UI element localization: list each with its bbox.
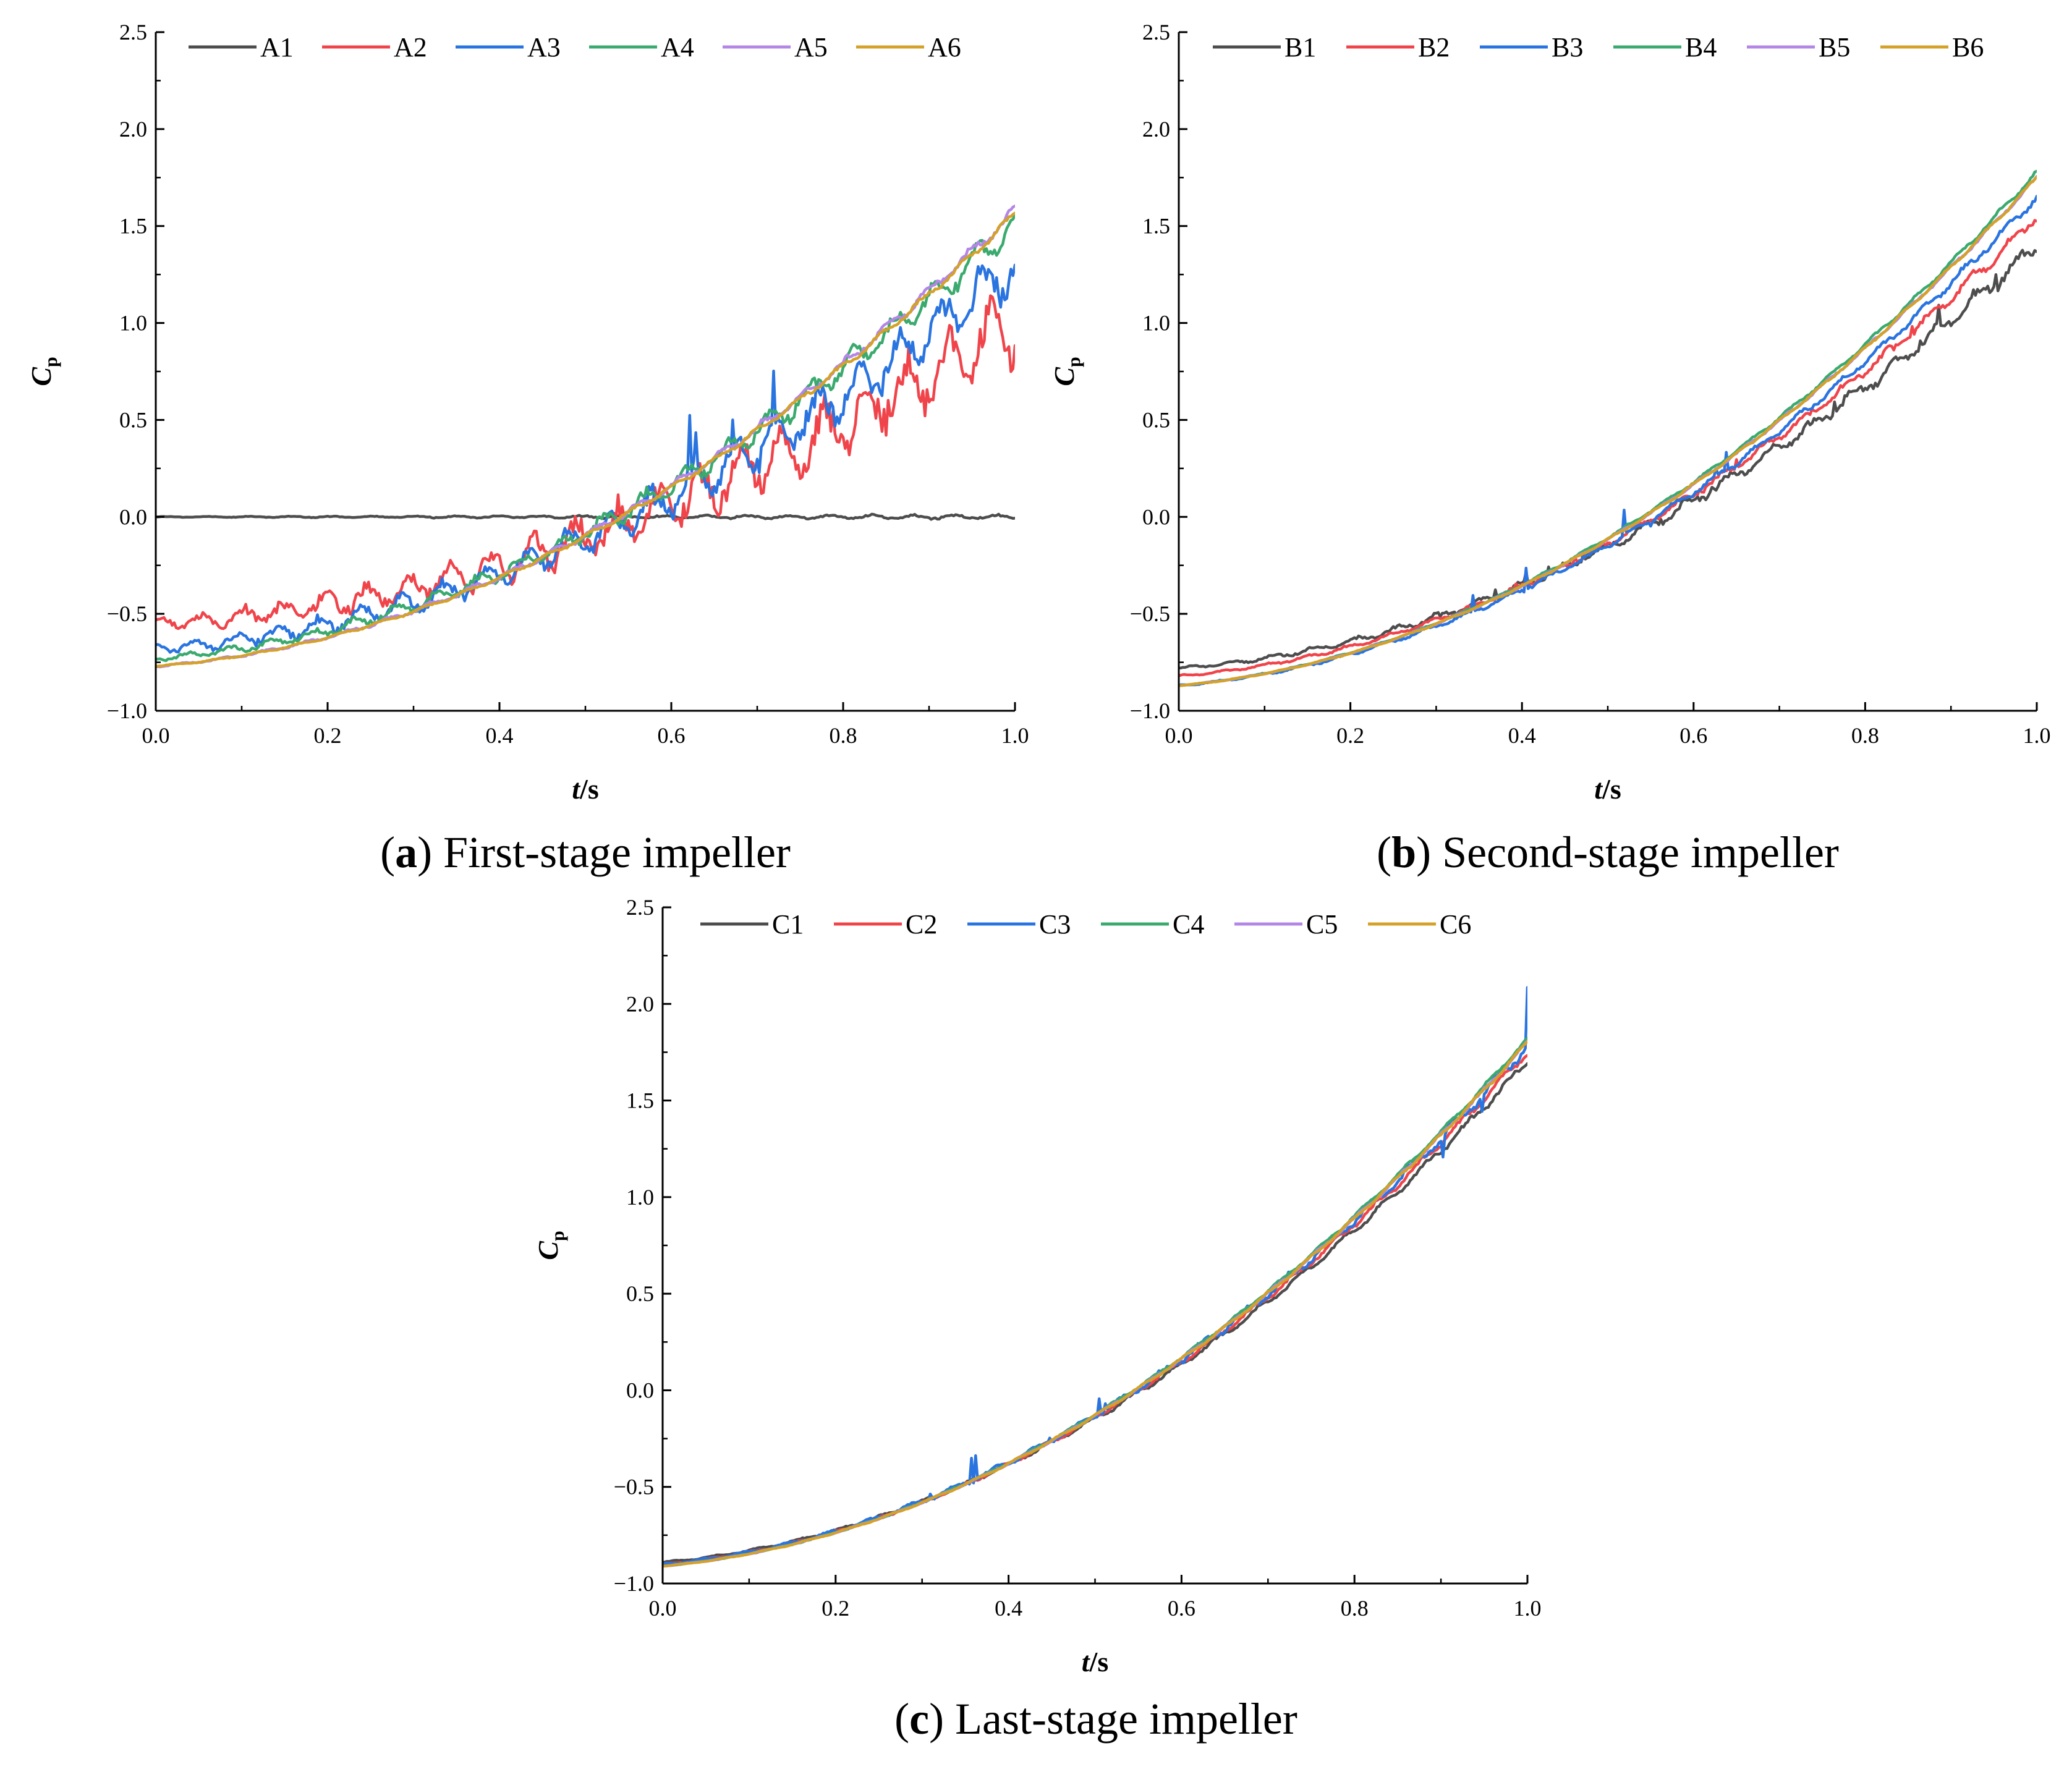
legend-label-a4: A4 xyxy=(661,32,694,62)
y-tick-label: 0.5 xyxy=(626,1281,654,1306)
legend-label-b5: B5 xyxy=(1819,32,1850,62)
series-line-c5 xyxy=(663,1040,1527,1568)
panel-b: 2.52.01.51.00.50.0−0.5−1.00.0 0.2 0.4 0.6 0.… xyxy=(1048,20,2051,877)
series-line-b3 xyxy=(1179,195,2037,687)
x-tick-label: 0.8 xyxy=(1851,723,1879,748)
x-tick-label: 0.4 xyxy=(486,723,514,748)
x-axis-label: t/s xyxy=(1082,1646,1108,1677)
x-tick-label: 1.0 xyxy=(2023,723,2051,748)
legend-label-a3: A3 xyxy=(527,32,561,62)
legend-label-b4: B4 xyxy=(1685,32,1717,62)
x-tick-label: 0.2 xyxy=(314,723,342,748)
legend-label-b6: B6 xyxy=(1952,32,1984,62)
x-tick-label: 0.2 xyxy=(822,1596,849,1621)
x-tick-label: 0.0 xyxy=(142,723,170,748)
series-line-a4 xyxy=(156,214,1015,663)
series-line-a6 xyxy=(156,211,1015,668)
y-tick-label: 2.5 xyxy=(119,20,147,45)
series-group xyxy=(156,204,1015,669)
y-tick-label: 0.5 xyxy=(119,407,147,432)
legend-label-c3: C3 xyxy=(1039,909,1071,939)
series-line-b6 xyxy=(1179,175,2037,687)
axes: 2.52.01.51.00.50.0−0.5−1.00.0 0.2 0.4 0.6 0.… xyxy=(614,895,1542,1621)
legend-label-c6: C6 xyxy=(1440,909,1471,939)
x-axis-label: t/s xyxy=(1594,773,1621,805)
y-tick-label: 1.0 xyxy=(1142,311,1170,336)
x-axis-label: t/s xyxy=(572,773,598,805)
x-tick-label: 0.6 xyxy=(1168,1596,1195,1621)
series-line-b2 xyxy=(1179,219,2037,677)
panel-c: 2.52.01.51.00.50.0−0.5−1.00.0 0.2 0.4 0.6 0.… xyxy=(532,895,1542,1744)
y-tick-label: 0.5 xyxy=(1142,407,1170,432)
y-tick-label: −0.5 xyxy=(107,601,147,626)
legend-label-b3: B3 xyxy=(1552,32,1583,62)
y-tick-label: 2.5 xyxy=(626,895,654,920)
y-axis-label: Cp xyxy=(532,1231,568,1260)
y-tick-label: 2.5 xyxy=(1142,20,1170,45)
y-tick-label: 0.0 xyxy=(119,504,147,529)
y-tick-label: 2.0 xyxy=(626,991,654,1016)
legend-label-a1: A1 xyxy=(260,32,294,62)
x-tick-label: 0.4 xyxy=(1508,723,1536,748)
series-line-c1 xyxy=(663,1062,1527,1564)
y-tick-label: −1.0 xyxy=(1130,698,1170,723)
x-tick-label: 0.8 xyxy=(830,723,857,748)
x-tick-label: 1.0 xyxy=(1001,723,1029,748)
x-tick-label: 0.0 xyxy=(649,1596,677,1621)
x-tick-label: 0.6 xyxy=(658,723,686,748)
legend: C1 C2 C3 C4 C5 C6 xyxy=(700,909,1471,939)
y-tick-label: 1.5 xyxy=(626,1088,654,1113)
panel-caption: (a) First-stage impeller xyxy=(380,828,791,877)
y-tick-label: 2.0 xyxy=(119,117,147,142)
series-line-a2 xyxy=(156,294,1015,630)
panel-a: 2.52.01.51.00.50.0−0.5−1.00.0 0.2 0.4 0.6 0.… xyxy=(25,20,1029,877)
panel-caption: (c) Last-stage impeller xyxy=(894,1694,1297,1744)
axes: 2.52.01.51.00.50.0−0.5−1.00.0 0.2 0.4 0.6 0.… xyxy=(107,20,1029,748)
y-tick-label: −0.5 xyxy=(614,1475,654,1499)
x-tick-label: 0.4 xyxy=(995,1596,1022,1621)
series-line-b4 xyxy=(1179,169,2037,687)
y-axis-label: Cp xyxy=(1048,357,1084,386)
legend-label-b1: B1 xyxy=(1284,32,1316,62)
series-line-a1 xyxy=(156,512,1015,521)
series-line-a3 xyxy=(156,263,1015,654)
legend-label-c4: C4 xyxy=(1173,909,1204,939)
y-tick-label: 2.0 xyxy=(1142,117,1170,142)
legend-label-c5: C5 xyxy=(1306,909,1338,939)
series-line-c4 xyxy=(663,1036,1527,1568)
legend: A1 A2 A3 A4 A5 A6 xyxy=(189,32,961,62)
panel-caption: (b) Second-stage impeller xyxy=(1377,828,1839,877)
y-tick-label: 0.0 xyxy=(1142,504,1170,529)
series-line-c3 xyxy=(663,986,1527,1566)
series-line-b5 xyxy=(1179,175,2037,687)
legend-label-c2: C2 xyxy=(906,909,937,939)
x-tick-label: 0.6 xyxy=(1679,723,1707,748)
y-tick-label: −1.0 xyxy=(107,698,147,723)
y-tick-label: −0.5 xyxy=(1130,601,1170,626)
series-line-c6 xyxy=(663,1040,1527,1568)
series-group xyxy=(663,986,1527,1568)
y-tick-label: −1.0 xyxy=(614,1571,654,1596)
legend-label-b2: B2 xyxy=(1418,32,1450,62)
axes: 2.52.01.51.00.50.0−0.5−1.00.0 0.2 0.4 0.6 0.… xyxy=(1130,20,2051,748)
legend-label-a5: A5 xyxy=(794,32,828,62)
y-axis-label: Cp xyxy=(25,357,61,386)
y-tick-label: 1.0 xyxy=(119,311,147,336)
legend-label-a6: A6 xyxy=(928,32,961,62)
x-tick-label: 0.2 xyxy=(1336,723,1364,748)
series-line-c2 xyxy=(663,1054,1527,1566)
y-tick-label: 1.5 xyxy=(1142,214,1170,239)
legend-label-c1: C1 xyxy=(772,909,804,939)
x-tick-label: 0.0 xyxy=(1165,723,1193,748)
y-tick-label: 0.0 xyxy=(626,1378,654,1402)
series-group xyxy=(1179,169,2037,687)
legend-label-a2: A2 xyxy=(394,32,427,62)
x-tick-label: 1.0 xyxy=(1514,1596,1542,1621)
y-tick-label: 1.5 xyxy=(119,214,147,239)
legend: B1 B2 B3 B4 B5 B6 xyxy=(1213,32,1984,62)
series-line-b1 xyxy=(1179,248,2037,670)
y-tick-label: 1.0 xyxy=(626,1185,654,1210)
x-tick-label: 0.8 xyxy=(1341,1596,1369,1621)
